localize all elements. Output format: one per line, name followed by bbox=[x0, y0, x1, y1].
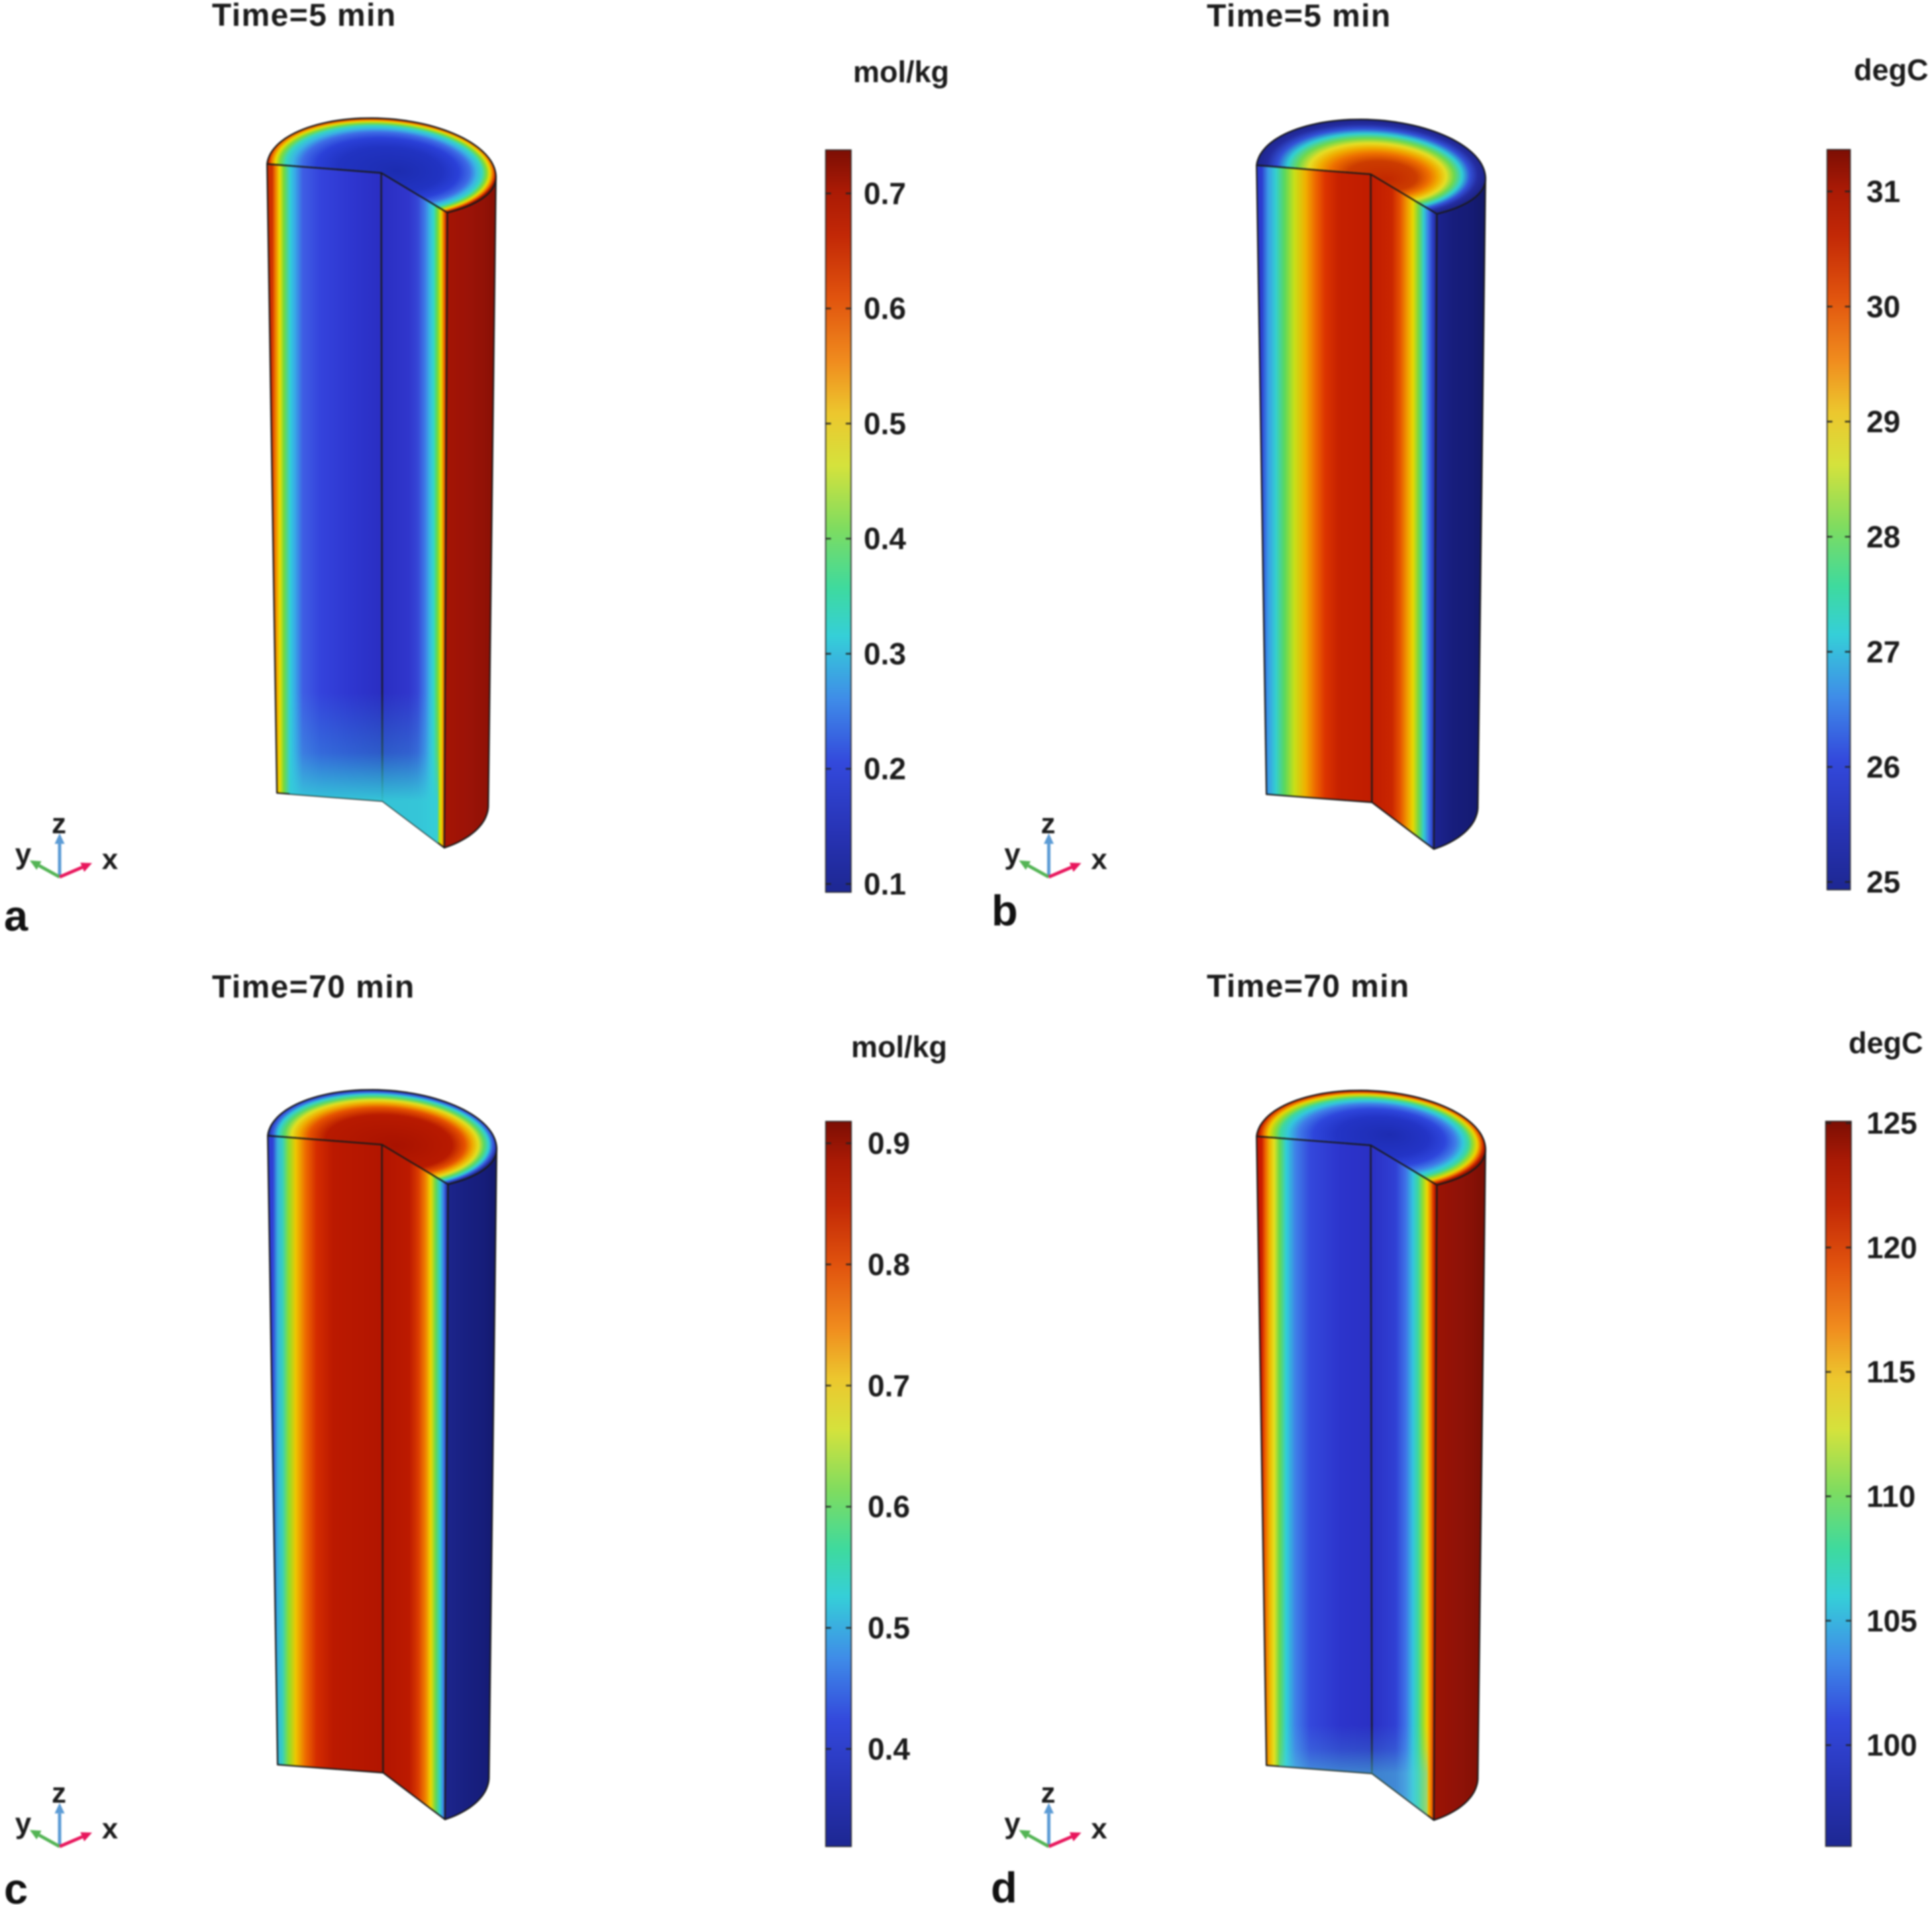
svg-text:z: z bbox=[1041, 1777, 1056, 1810]
svg-text:28: 28 bbox=[1866, 519, 1900, 554]
svg-text:0.2: 0.2 bbox=[864, 752, 906, 786]
svg-text:31: 31 bbox=[1866, 174, 1900, 209]
svg-text:a: a bbox=[4, 892, 28, 940]
svg-text:x: x bbox=[102, 1813, 119, 1845]
svg-text:b: b bbox=[991, 886, 1018, 935]
svg-text:26: 26 bbox=[1866, 750, 1900, 784]
svg-text:105: 105 bbox=[1866, 1604, 1917, 1638]
svg-text:110: 110 bbox=[1866, 1479, 1915, 1514]
svg-text:100: 100 bbox=[1866, 1728, 1917, 1763]
svg-text:0.4: 0.4 bbox=[868, 1731, 910, 1766]
svg-text:29: 29 bbox=[1866, 405, 1900, 439]
svg-text:125: 125 bbox=[1866, 1106, 1917, 1141]
svg-text:0.9: 0.9 bbox=[868, 1126, 910, 1160]
svg-text:25: 25 bbox=[1866, 865, 1900, 900]
svg-text:0.5: 0.5 bbox=[868, 1611, 910, 1645]
svg-text:y: y bbox=[1004, 838, 1021, 870]
svg-text:0.7: 0.7 bbox=[864, 176, 906, 211]
svg-text:x: x bbox=[102, 843, 119, 876]
svg-text:mol/kg: mol/kg bbox=[851, 1030, 947, 1064]
svg-text:z: z bbox=[52, 1777, 66, 1810]
svg-text:Time=70 min: Time=70 min bbox=[212, 970, 415, 1005]
svg-text:degC: degC bbox=[1849, 1026, 1923, 1060]
svg-text:z: z bbox=[52, 807, 66, 840]
svg-text:mol/kg: mol/kg bbox=[853, 55, 949, 89]
svg-text:0.6: 0.6 bbox=[864, 291, 906, 326]
svg-text:120: 120 bbox=[1866, 1230, 1917, 1264]
svg-text:degC: degC bbox=[1854, 53, 1929, 87]
svg-text:27: 27 bbox=[1866, 635, 1900, 669]
svg-text:y: y bbox=[1004, 1808, 1021, 1840]
svg-text:y: y bbox=[15, 838, 32, 870]
svg-text:c: c bbox=[4, 1865, 28, 1905]
svg-text:0.3: 0.3 bbox=[864, 637, 906, 671]
svg-text:Time=70 min: Time=70 min bbox=[1207, 969, 1410, 1004]
svg-text:0.6: 0.6 bbox=[868, 1490, 910, 1524]
svg-text:x: x bbox=[1091, 1813, 1107, 1845]
svg-text:x: x bbox=[1091, 843, 1107, 876]
svg-text:d: d bbox=[991, 1863, 1017, 1905]
svg-text:0.1: 0.1 bbox=[864, 867, 906, 901]
svg-text:0.8: 0.8 bbox=[868, 1247, 910, 1282]
svg-text:0.5: 0.5 bbox=[864, 407, 906, 441]
svg-text:115: 115 bbox=[1866, 1355, 1915, 1389]
svg-text:z: z bbox=[1041, 807, 1056, 840]
svg-text:0.4: 0.4 bbox=[864, 521, 906, 556]
svg-text:Time=5 min: Time=5 min bbox=[1207, 0, 1392, 34]
svg-text:Time=5 min: Time=5 min bbox=[212, 0, 397, 33]
svg-text:y: y bbox=[15, 1808, 32, 1840]
svg-text:0.7: 0.7 bbox=[868, 1368, 910, 1403]
svg-text:30: 30 bbox=[1866, 289, 1900, 324]
